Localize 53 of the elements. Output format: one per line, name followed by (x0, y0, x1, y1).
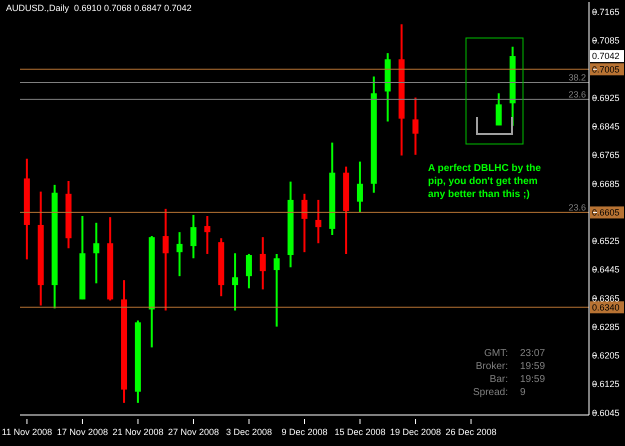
y-tick-label: 0.6125 (592, 379, 620, 390)
candlestick (93, 222, 100, 284)
candlestick (232, 252, 238, 312)
y-tick-label: 0.7085 (592, 36, 620, 46)
y-tick-label: 0.7005 (592, 64, 620, 74)
chart-title: AUDUSD.,Daily 0.6910 0.7068 0.6847 0.7042 (6, 3, 192, 13)
annotation: 19:59 (520, 374, 546, 385)
y-tick-label: 0.6765 (592, 150, 620, 160)
annotation: GMT: (483, 348, 508, 359)
annotation: 19:59 (520, 361, 546, 372)
candlestick (412, 96, 418, 156)
y-tick-label: 0.6445 (592, 264, 620, 275)
x-tick-label: 19 Dec 2008 (390, 427, 442, 437)
x-tick-label: 15 Dec 2008 (334, 427, 386, 437)
ref-line-label: 0.6340 (592, 302, 620, 312)
annotation: 9 (520, 387, 527, 398)
annotation: A perfect DBLHC by the pip, you don't get them any better than this ;) (428, 162, 542, 201)
candlestick (176, 231, 183, 278)
candlestick (204, 215, 210, 255)
candlestick (162, 208, 169, 312)
y-tick-label: 0.6285 (592, 322, 620, 332)
x-tick-label: 11 Nov 2008 (2, 427, 52, 437)
candlestick (301, 192, 308, 254)
y-tick-label: 0.6845 (592, 122, 620, 132)
x-tick-label: 27 Nov 2008 (168, 427, 219, 437)
candlestick (190, 214, 196, 260)
x-tick-label: 9 Dec 2008 (281, 427, 328, 437)
candlestick (496, 92, 502, 126)
y-tick-label: 0.7165 (592, 7, 620, 18)
annotation: 23:07 (520, 348, 546, 359)
annotation: Bar: (488, 374, 508, 385)
y-tick-label: 0.6925 (592, 92, 620, 103)
candlestick (315, 198, 322, 244)
annotation: Broker: (474, 361, 508, 372)
candlestick (274, 252, 280, 328)
candlestick (260, 236, 266, 290)
y-tick-label: 0.6605 (592, 207, 620, 218)
x-tick-label: 17 Nov 2008 (56, 427, 108, 437)
x-tick-label: 26 Dec 2008 (446, 427, 497, 437)
y-tick-label: 0.6045 (592, 408, 620, 418)
y-tick-label: 0.6685 (592, 178, 620, 189)
y-tick-label: 0.6205 (592, 350, 620, 361)
x-tick-label: 3 Dec 2008 (226, 427, 272, 437)
candlestick (356, 160, 363, 214)
y-tick-label: 0.6365 (592, 293, 620, 304)
annotation: Spread: (472, 387, 508, 398)
y-tick-label: 0.6525 (592, 236, 620, 246)
annotation: 38.2 (568, 72, 586, 83)
x-tick-label: 21 Nov 2008 (112, 427, 164, 437)
annotation: 23.6 (568, 202, 586, 212)
candlestick (246, 252, 252, 290)
annotation: 0.7042 (592, 51, 620, 62)
annotation: 23.6 (568, 89, 586, 100)
